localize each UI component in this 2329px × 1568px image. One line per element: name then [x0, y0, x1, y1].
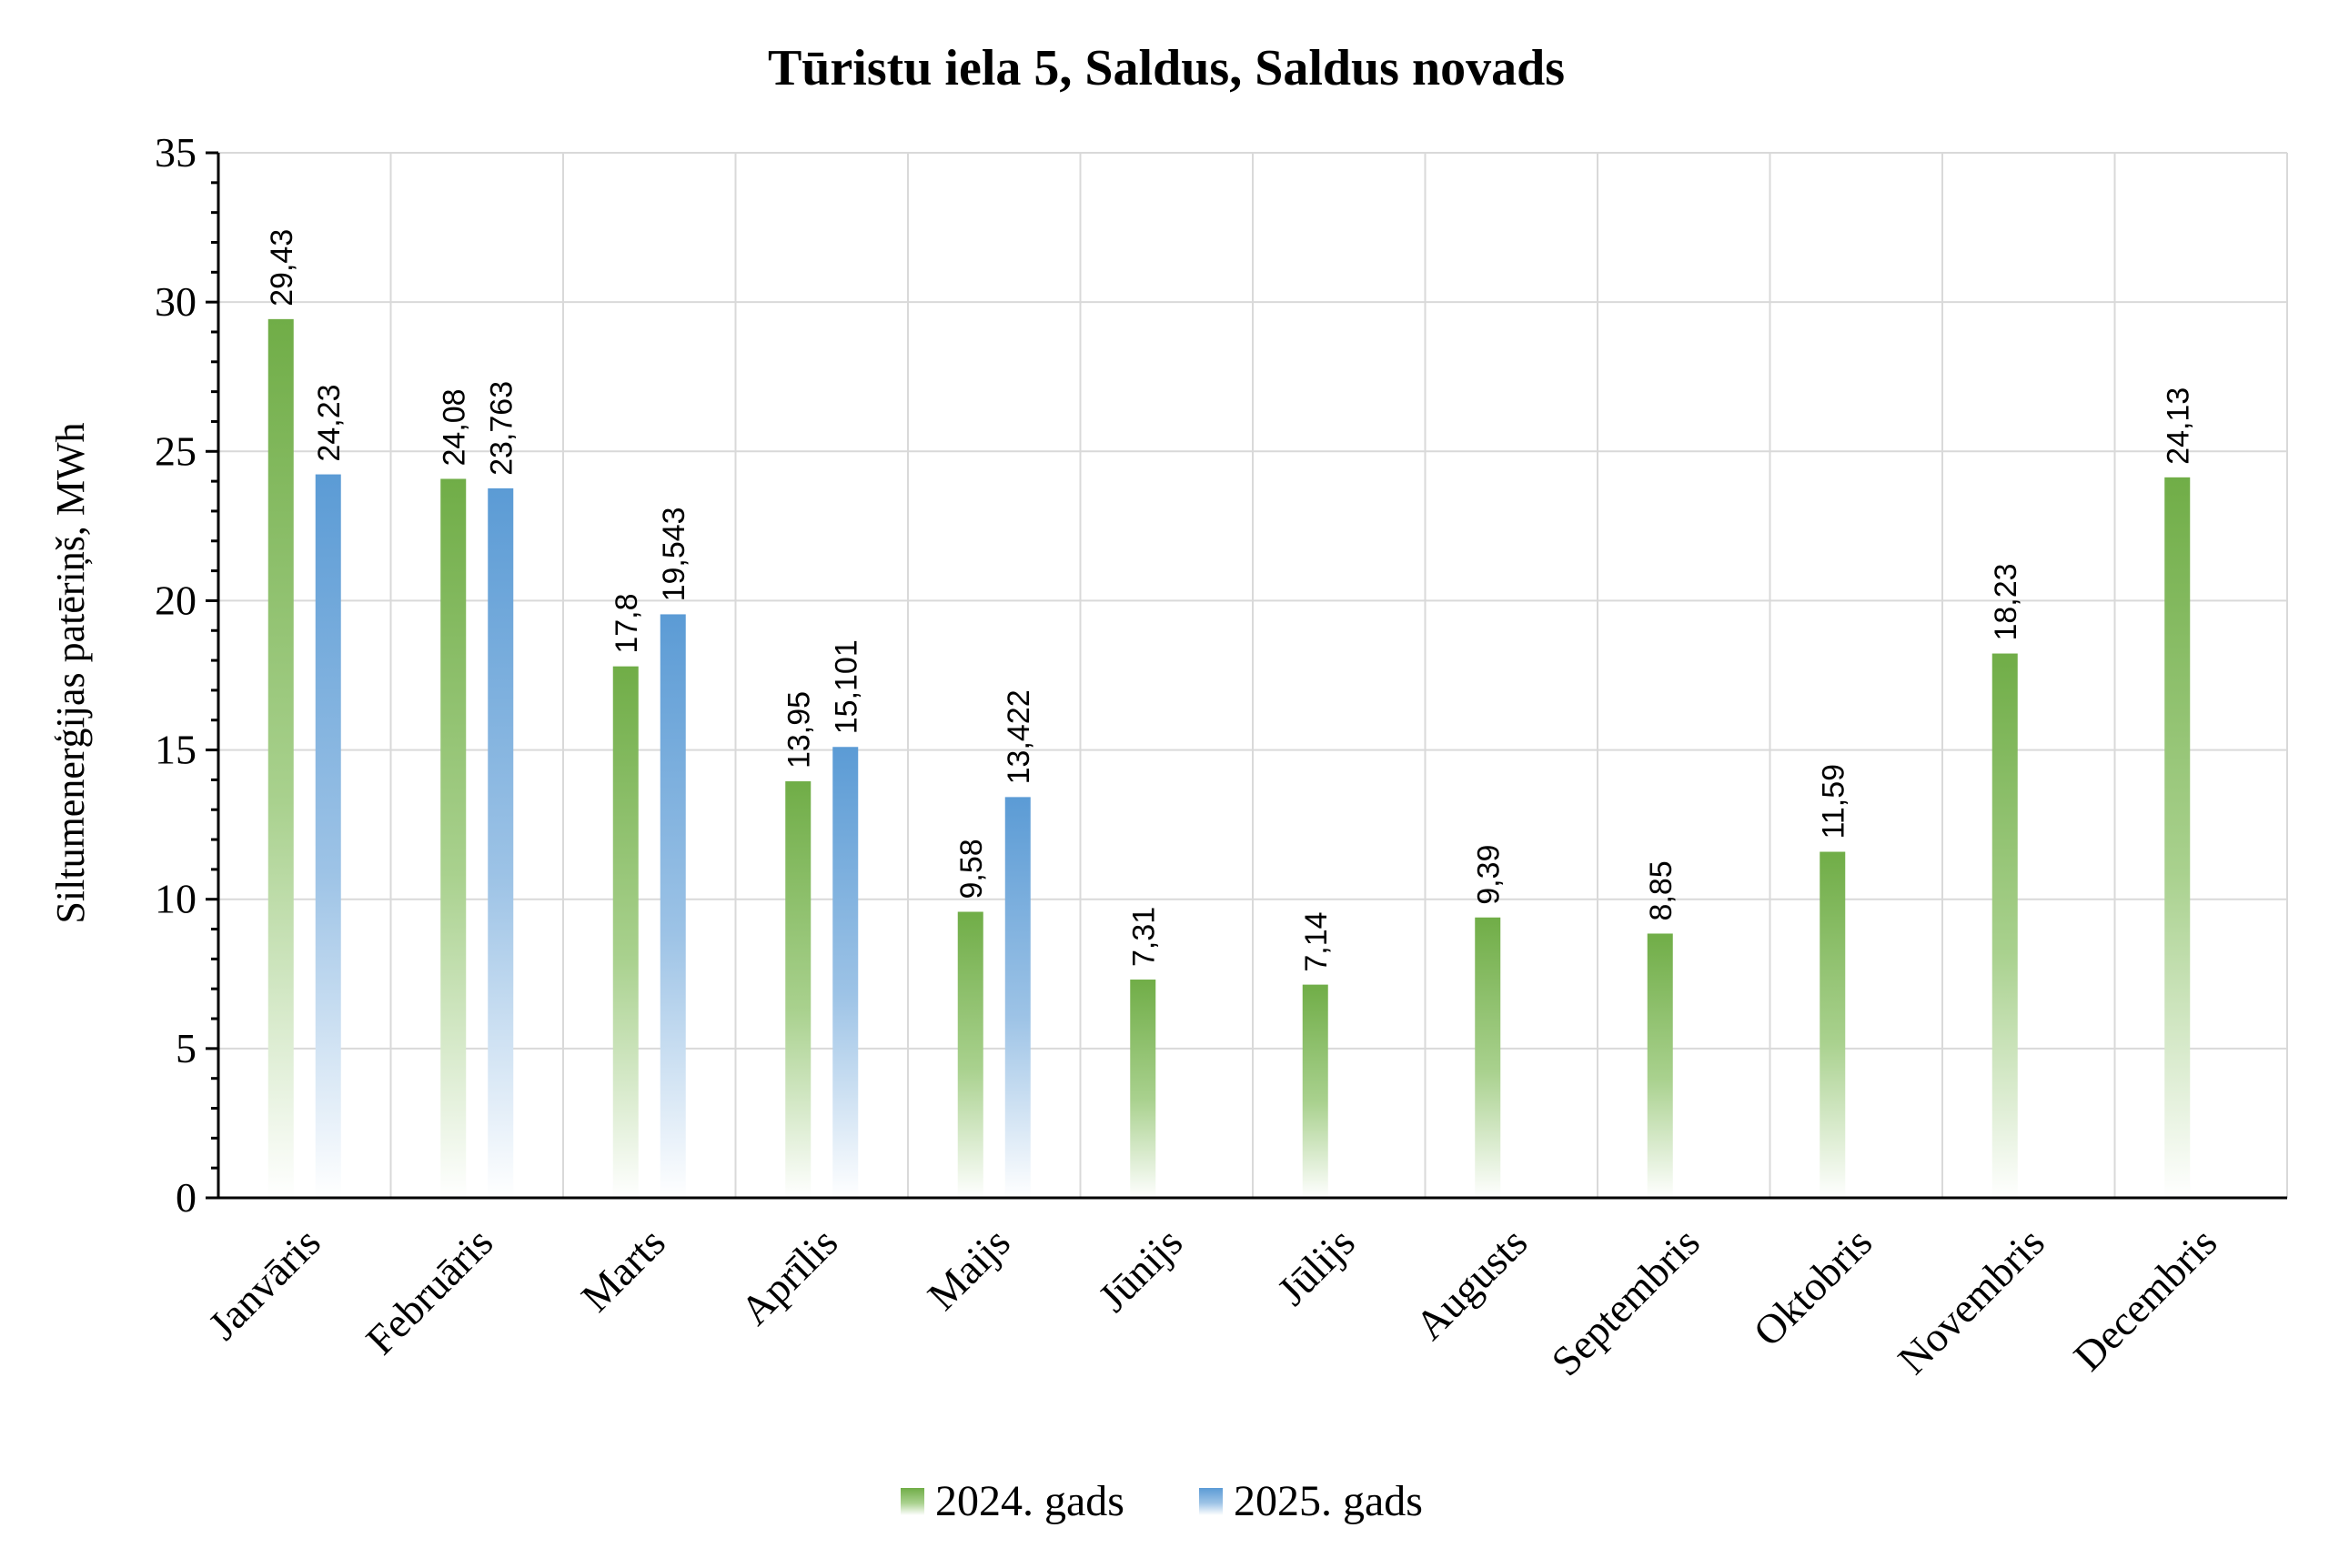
data-label: 7,31	[1126, 907, 1161, 967]
data-label: 8,85	[1644, 860, 1679, 920]
y-tick-label: 0	[176, 1174, 197, 1221]
data-label: 9,58	[954, 839, 989, 899]
legend-label-2025: 2025. gads	[1234, 1477, 1423, 1525]
data-label: 24,08	[437, 388, 471, 466]
y-axis-label: Siltumenerģijas patēriņš, MWh	[48, 422, 93, 923]
bar-2024	[1130, 980, 1156, 1198]
data-label: 24,13	[2161, 387, 2195, 465]
axes	[206, 151, 2287, 1200]
bar-2024	[612, 666, 639, 1198]
chart-title: Tūristu iela 5, Saldus, Saldus novads	[768, 40, 1565, 96]
gridlines	[218, 152, 2288, 1198]
bar-2024	[1302, 984, 1328, 1198]
category-labels: Janvāris Februāris Marts Aprīlis Maijs Jūnijs…	[199, 1219, 2225, 1384]
y-tick-label: 5	[176, 1025, 197, 1071]
y-tick-label: 30	[155, 278, 197, 325]
bar-2025	[832, 747, 859, 1198]
category-label: Augusts	[1406, 1219, 1537, 1349]
bar-2025	[488, 487, 514, 1198]
bar-2024	[785, 781, 812, 1198]
data-label: 7,14	[1299, 911, 1334, 971]
data-labels: 29,43 24,23 24,08 23,763 17,8 19,543 13,95 15,1…	[265, 229, 2196, 972]
bar-2024	[957, 911, 983, 1198]
data-label: 23,763	[484, 381, 519, 476]
y-tick-label: 35	[155, 129, 197, 176]
category-label: Jūlijs	[1268, 1219, 1364, 1314]
y-tick-label: 10	[155, 876, 197, 922]
data-label: 13,422	[1002, 689, 1036, 784]
bar-2025	[660, 614, 686, 1198]
bar-2025	[1004, 797, 1031, 1198]
bar-2024	[2164, 477, 2191, 1198]
category-label: Decembris	[2064, 1219, 2225, 1380]
bar-2024	[1991, 653, 2018, 1198]
bar-2024	[1647, 933, 1673, 1198]
bar-2024	[440, 478, 467, 1198]
y-tick-labels: 0 5 10 15 20 25 30 35	[155, 129, 197, 1221]
bar-2024	[267, 318, 294, 1199]
legend-swatch-2024	[901, 1488, 924, 1515]
data-label: 11,59	[1816, 764, 1850, 839]
data-label: 19,543	[657, 507, 691, 601]
legend-label-2024: 2024. gads	[935, 1477, 1124, 1525]
data-label: 15,101	[829, 639, 863, 734]
category-label: Oktobris	[1744, 1219, 1880, 1355]
legend: 2024. gads 2025. gads	[901, 1477, 1423, 1525]
data-label: 13,95	[781, 691, 816, 769]
bar-2025	[315, 474, 341, 1198]
category-label: Novembris	[1889, 1219, 2053, 1383]
bars	[267, 318, 2191, 1199]
bar-2024	[1475, 917, 1501, 1198]
category-label: Janvāris	[199, 1219, 329, 1349]
data-label: 29,43	[265, 229, 299, 307]
category-label: Marts	[572, 1219, 674, 1321]
data-label: 18,23	[1989, 563, 2023, 640]
y-tick-label: 20	[155, 577, 197, 623]
category-label: Maijs	[919, 1219, 1019, 1319]
category-label: Aprīlis	[731, 1219, 846, 1333]
category-label: Septembris	[1542, 1219, 1708, 1384]
category-label: Jūnijs	[1089, 1219, 1191, 1321]
bar-2024	[1820, 851, 1846, 1198]
data-label: 9,39	[1471, 845, 1506, 905]
y-tick-label: 15	[155, 727, 197, 773]
legend-swatch-2025	[1199, 1488, 1223, 1515]
y-tick-label: 25	[155, 427, 197, 474]
data-label: 17,8	[610, 593, 644, 653]
data-label: 24,23	[312, 384, 347, 461]
category-label: Februāris	[357, 1219, 501, 1363]
